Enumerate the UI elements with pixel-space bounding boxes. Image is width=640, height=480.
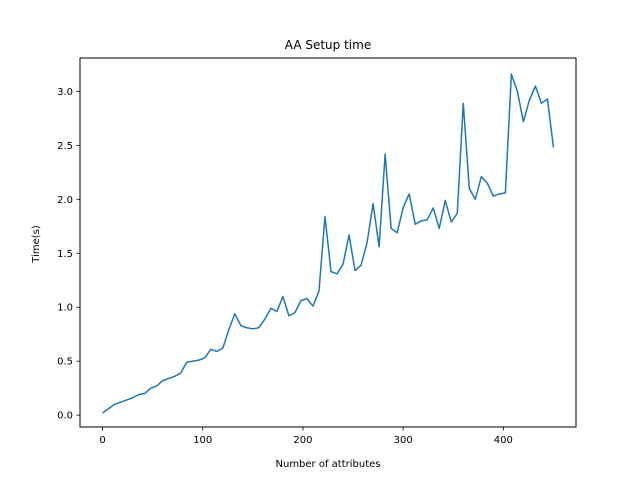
- y-tick-label: 2.5: [57, 141, 73, 152]
- y-tick-label: 3.0: [57, 87, 73, 98]
- x-tick-label: 100: [193, 435, 212, 446]
- plot-area: [102, 73, 555, 414]
- x-tick-label: 300: [394, 435, 413, 446]
- x-axis-label: Number of attributes: [276, 459, 381, 470]
- y-tick-label: 0.0: [57, 411, 73, 422]
- series-line-0: [102, 73, 555, 414]
- y-tick-label: 1.5: [57, 249, 73, 260]
- x-tick-label: 0: [99, 435, 105, 446]
- plot-frame: [79, 57, 577, 428]
- y-axis-ticks: 0.0 0.5 1.0 1.5 2.0 2.5 3.0: [57, 87, 80, 422]
- x-tick-label: 400: [494, 435, 513, 446]
- x-tick-label: 200: [293, 435, 312, 446]
- x-axis-ticks: 0 100 200 300 400: [99, 427, 513, 446]
- y-tick-label: 1.0: [57, 303, 73, 314]
- chart-title: AA Setup time: [285, 38, 371, 52]
- y-tick-label: 0.5: [57, 357, 73, 368]
- y-axis-label: Time(s): [31, 225, 42, 264]
- y-tick-label: 2.0: [57, 195, 73, 206]
